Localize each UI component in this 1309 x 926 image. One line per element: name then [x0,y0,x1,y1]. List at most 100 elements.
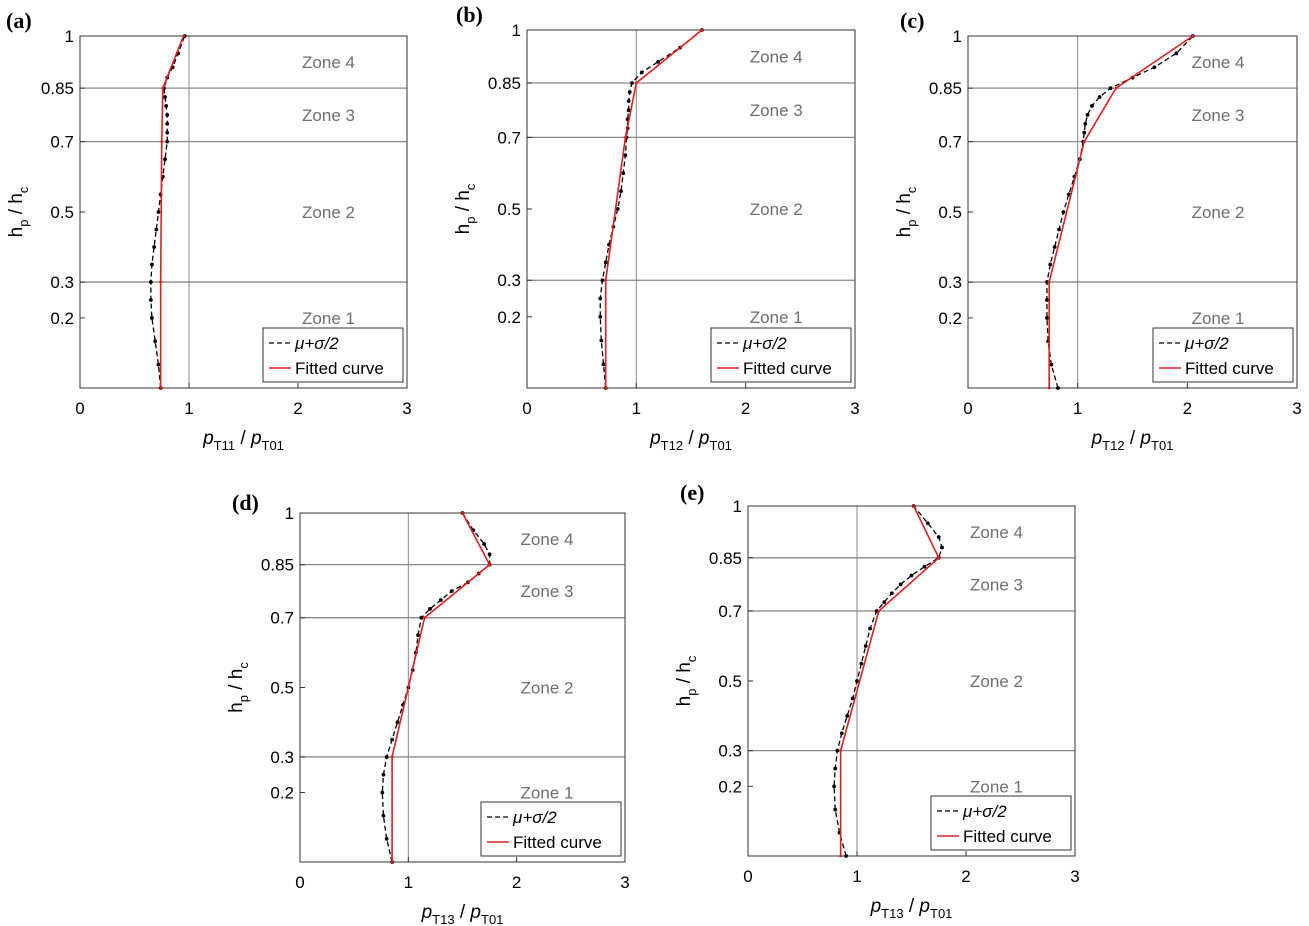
legend-label-fitted-curve: Fitted curve [1185,359,1274,378]
data-point-mu-sigma [1052,245,1057,249]
data-point-fitted-curve [912,504,916,508]
x-tick-label: 3 [620,873,629,892]
data-point-mu-sigma [487,552,492,557]
legend: μ+σ/2 Fitted curve [710,327,852,383]
data-point-mu-sigma [626,108,631,113]
data-point-mu-sigma [1090,104,1094,108]
data-point-mu-sigma [148,280,153,284]
data-point-mu-sigma [868,626,872,631]
data-point-fitted-curve [937,556,941,560]
panel-label: (d) [232,490,259,515]
data-point-mu-sigma [835,748,840,753]
data-point-fitted-curve [423,616,426,620]
x-tick-label: 2 [293,399,302,418]
data-point-mu-sigma [148,298,153,302]
legend-label-mu-sigma: μ+σ/2 [1184,334,1229,353]
data-point-mu-sigma [381,813,386,818]
panel-label: (a) [6,8,32,33]
panel-label: (e) [680,480,704,505]
y-tick-label: 0.3 [938,273,962,292]
y-tick-label: 0.2 [938,309,962,328]
legend: μ+σ/2 Fitted curve [262,327,404,383]
y-tick-label: 0.2 [497,308,521,327]
data-point-mu-sigma [936,535,941,539]
legend-box [480,801,622,857]
y-tick-label: 0.5 [50,203,74,222]
series-line-mu-sigma [833,505,943,857]
y-tick-label: 1 [65,27,74,46]
data-point-mu-sigma [832,784,837,789]
zone-label: Zone 3 [750,101,803,120]
data-point-mu-sigma [165,121,170,126]
data-point-mu-sigma [1174,51,1179,56]
data-point-mu-sigma [630,81,634,85]
y-tick-label: 0.85 [488,74,521,93]
y-axis-label: hp / hc [6,186,31,237]
data-point-mu-sigma [165,130,170,135]
data-point-mu-sigma [1082,130,1087,135]
data-point-mu-sigma [940,545,944,550]
data-point-fitted-curve [160,140,164,144]
zone-label: Zone 3 [302,106,355,125]
y-axis-label: hp / hc [453,183,478,234]
data-point-mu-sigma [1083,121,1088,126]
data-point-mu-sigma [1108,86,1113,90]
data-point-mu-sigma [833,766,838,771]
zone-label: Zone 2 [970,672,1023,691]
data-point-mu-sigma [621,171,626,176]
y-tick-label: 0.85 [41,79,74,98]
zone-label: Zone 1 [1192,309,1245,328]
data-point-mu-sigma [925,521,930,526]
zone-label: Zone 1 [521,784,574,803]
y-tick-label: 0.5 [270,679,294,698]
x-tick-label: 3 [1292,399,1301,418]
legend-label-mu-sigma: μ+σ/2 [742,334,787,353]
data-point-mu-sigma [598,296,603,301]
y-tick-label: 1 [733,497,742,516]
legend-label-mu-sigma: μ+σ/2 [512,808,557,827]
data-point-fitted-curve [390,755,394,759]
data-point-fitted-curve [488,563,491,567]
x-axis-label: pT11 / pT01 [202,428,284,453]
data-point-fitted-curve [1047,386,1051,390]
y-tick-label: 0.7 [718,602,742,621]
data-point-mu-sigma [150,316,154,320]
x-axis-label: pT13 / pT01 [870,896,953,921]
data-point-fitted-curve [461,511,464,515]
zone-label: Zone 1 [750,308,803,327]
data-point-fitted-curve [1191,34,1195,38]
data-point-mu-sigma [627,90,632,94]
data-point-mu-sigma [603,260,608,265]
chart-panel-b: (b) 0.2 0.3 0.5 0.7 0.85 1 0 1 2 3 Zone 1 Zone 2 Zone… [453,2,860,453]
y-tick-label: 0.85 [929,79,962,98]
data-point-mu-sigma [384,836,389,841]
data-point-mu-sigma [909,573,914,578]
x-tick-label: 2 [1183,399,1192,418]
data-point-mu-sigma [156,362,161,367]
data-point-mu-sigma [381,772,386,777]
legend-box [930,795,1072,851]
y-tick-label: 0.7 [938,133,962,152]
y-tick-label: 0.2 [50,309,74,328]
y-tick-label: 0.2 [718,777,742,796]
series-line-mu-sigma [599,29,703,389]
x-tick-label: 1 [184,399,193,418]
data-point-mu-sigma [922,564,927,569]
data-point-mu-sigma [438,598,443,602]
data-point-mu-sigma [863,644,868,648]
data-point-mu-sigma [859,661,864,666]
data-point-mu-sigma [874,609,879,613]
y-tick-label: 0.7 [270,609,294,628]
legend-label-fitted-curve: Fitted curve [295,359,384,378]
y-axis-label: hp / hc [226,662,251,713]
data-point-mu-sigma [165,112,170,117]
data-point-fitted-curve [877,609,881,613]
y-axis-label: hp / hc [894,186,919,237]
data-point-mu-sigma [419,615,424,620]
data-point-fitted-curve [1047,280,1051,284]
data-point-fitted-curve [634,81,638,85]
zone-label: Zone 1 [970,777,1023,796]
legend: μ+σ/2 Fitted curve [1152,327,1294,383]
data-point-mu-sigma [855,679,859,683]
